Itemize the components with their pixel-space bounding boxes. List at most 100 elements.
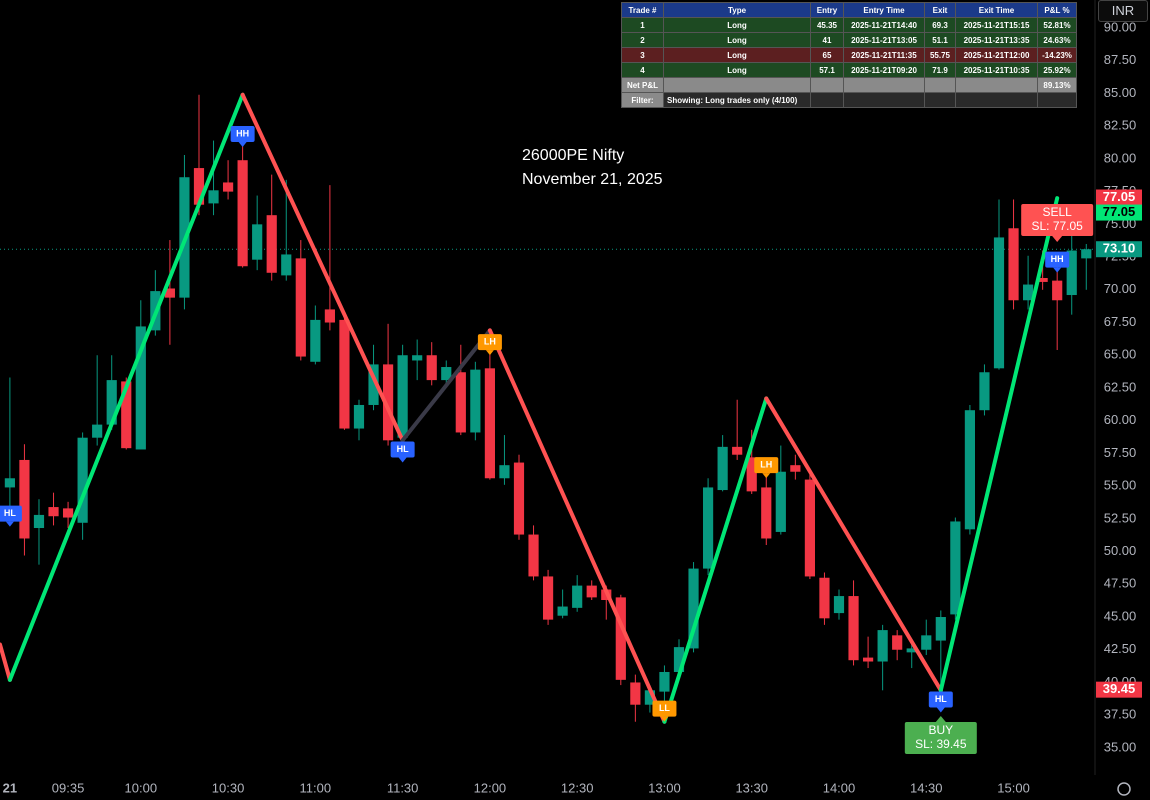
- table-cell: Long: [663, 17, 811, 33]
- settings-icon[interactable]: [1117, 782, 1131, 796]
- y-tick-label: 60.00: [1104, 412, 1137, 427]
- table-cell: 45.35: [810, 17, 844, 33]
- pivot-text: LL: [659, 703, 670, 713]
- x-tick-label: 14:30: [910, 780, 943, 795]
- table-cell: P&L %: [1037, 2, 1077, 18]
- pivot-text: HL: [935, 694, 947, 704]
- signal-box: [904, 722, 977, 754]
- candle-body: [848, 596, 859, 661]
- candle-body: [688, 568, 699, 649]
- table-cell: Entry Time: [843, 2, 925, 18]
- candle-body: [950, 521, 961, 615]
- table-cell: 2025-11-21T12:00: [955, 47, 1038, 63]
- table-cell: Long: [663, 32, 811, 48]
- candle-body: [804, 479, 815, 577]
- table-cell: Long: [663, 47, 811, 63]
- candle-body: [673, 647, 685, 672]
- y-tick-label: 35.00: [1104, 739, 1137, 754]
- pivot-box: [928, 691, 953, 708]
- y-tick-label: 52.50: [1104, 510, 1137, 525]
- candle-body: [62, 508, 74, 518]
- chart-title: 26000PE Nifty: [522, 147, 624, 164]
- candle-body: [382, 364, 394, 441]
- candle-body: [819, 577, 830, 619]
- candle-body: [310, 319, 321, 362]
- pivot-text: LH: [760, 460, 772, 470]
- candle-body: [921, 635, 932, 650]
- currency-button[interactable]: INR: [1098, 0, 1148, 22]
- candle-body: [1052, 280, 1063, 301]
- y-tick-label: 82.50: [1104, 118, 1137, 133]
- x-tick-label: 11:30: [387, 780, 419, 795]
- candle-body: [979, 372, 990, 411]
- table-cell: Exit Time: [955, 2, 1038, 18]
- candle-body: [572, 585, 583, 608]
- x-tick-label: 12:00: [474, 780, 507, 795]
- candle-body: [208, 190, 219, 204]
- y-tick-label: 90.00: [1104, 19, 1137, 34]
- chart-subtitle: November 21, 2025: [522, 171, 663, 188]
- table-cell: -14.23%: [1037, 47, 1077, 63]
- candle-body: [397, 355, 408, 438]
- candle-body: [135, 326, 146, 450]
- candle-body: [281, 254, 292, 276]
- table-cell: 2025-11-21T09:20: [843, 62, 925, 78]
- table-cell: 71.9: [924, 62, 956, 78]
- candle-body: [630, 682, 641, 705]
- candle-body: [164, 288, 175, 298]
- table-cell: 2025-11-21T10:35: [955, 62, 1038, 78]
- candle-body: [790, 465, 801, 472]
- table-cell: Type: [663, 2, 811, 18]
- table-cell: 41: [810, 32, 844, 48]
- signal-text: SELL: [1043, 205, 1073, 219]
- candle-body: [862, 657, 874, 662]
- table-row: 4 Long 57.1 2025-11-21T09:20 71.9 2025-11-21T…: [621, 62, 1077, 78]
- candle-body: [935, 617, 946, 641]
- signal-pointer: [935, 716, 946, 722]
- table-cell: Exit: [924, 2, 956, 18]
- pivot-pointer: [398, 457, 407, 463]
- pivot-box: [0, 505, 22, 522]
- table-row: Net P&L 89.13%: [621, 77, 1077, 93]
- x-tick-label: 14:00: [823, 780, 856, 795]
- candle-body: [106, 380, 117, 425]
- candle-body: [1008, 228, 1019, 301]
- candle-body: [499, 465, 510, 479]
- pivot-box: [390, 441, 415, 458]
- candle-body: [964, 410, 975, 530]
- pivot-pointer: [238, 142, 247, 148]
- table-cell-empty: [1037, 92, 1077, 108]
- table-row: 2 Long 41 2025-11-21T13:05 51.1 2025-11-21T13…: [621, 32, 1077, 48]
- candle-body: [121, 381, 132, 449]
- table-cell: 52.81%: [1037, 17, 1077, 33]
- y-tick-label: 65.00: [1104, 347, 1137, 362]
- candle-body: [513, 462, 525, 535]
- table-cell: 24.63%: [1037, 32, 1077, 48]
- candle-body: [644, 690, 655, 705]
- candle-body: [266, 215, 277, 273]
- table-cell-empty: [924, 92, 956, 108]
- table-cell: 57.1: [810, 62, 844, 78]
- y-tick-label: 45.00: [1104, 608, 1137, 623]
- candle-body: [237, 160, 248, 267]
- zigzag-segment: [400, 328, 492, 443]
- candle-body: [4, 478, 15, 488]
- table-cell: 2025-11-21T15:15: [955, 17, 1038, 33]
- candle-body: [557, 606, 568, 616]
- price-label-box: [1096, 189, 1142, 206]
- candle-body: [906, 648, 917, 653]
- price-label-box: [1096, 681, 1142, 698]
- table-cell-empty: [955, 92, 1038, 108]
- signal-box: [1021, 204, 1094, 236]
- x-tick-label: 10:00: [125, 780, 158, 795]
- candle-body: [324, 309, 335, 323]
- x-tick-label: 13:00: [648, 780, 681, 795]
- table-cell-empty: [663, 77, 811, 93]
- pivot-box: [1045, 251, 1070, 268]
- pivot-pointer: [1053, 267, 1062, 273]
- candle-body: [295, 258, 306, 357]
- candle-body: [252, 224, 263, 260]
- price-label: 77.05: [1103, 189, 1136, 204]
- table-cell: 1: [621, 17, 664, 33]
